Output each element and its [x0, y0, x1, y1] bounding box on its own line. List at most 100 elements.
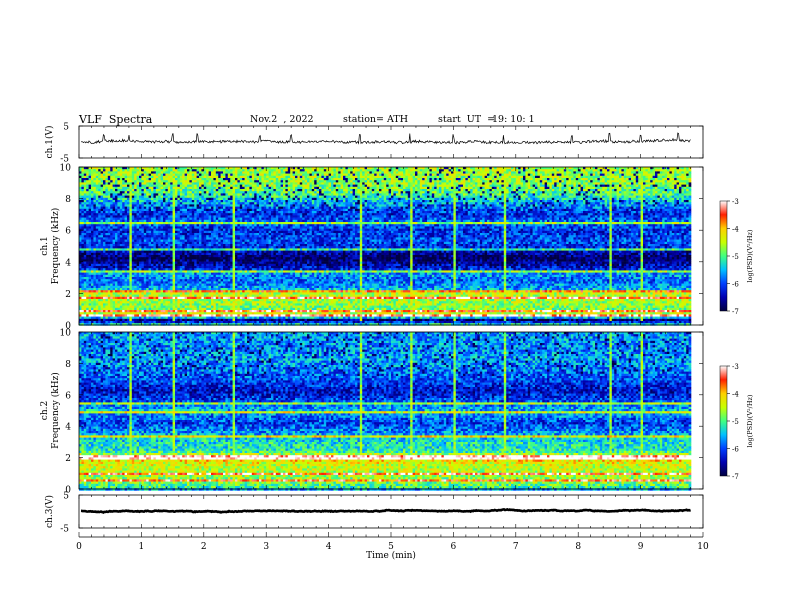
- psd-cell: [652, 167, 656, 170]
- psd-cell: [139, 206, 142, 210]
- psd-cell: [638, 189, 641, 192]
- psd-cell: [79, 204, 82, 207]
- psd-cell: [400, 200, 404, 203]
- psd-cell: [544, 206, 548, 210]
- psd-cell: [266, 178, 269, 181]
- psd-cell: [422, 180, 425, 183]
- psd-cell: [429, 184, 433, 188]
- psd-cell: [129, 200, 133, 203]
- psd-cell: [153, 197, 157, 201]
- psd-cell: [247, 178, 250, 181]
- psd-cell: [515, 186, 519, 190]
- psd-cell: [439, 197, 442, 201]
- psd-cell: [563, 195, 567, 199]
- psd-cell: [266, 180, 269, 183]
- psd-cell: [388, 182, 392, 185]
- psd-cell: [671, 206, 675, 210]
- psd-cell: [242, 200, 245, 203]
- psd-cell: [453, 171, 457, 174]
- psd-cell: [307, 204, 310, 207]
- psd-cell: [424, 173, 428, 177]
- psd-cell: [580, 206, 584, 210]
- psd-cell: [659, 204, 663, 207]
- psd-cell: [127, 191, 130, 194]
- psd-cell: [551, 169, 555, 172]
- psd-cell: [662, 200, 665, 203]
- psd-cell: [393, 200, 397, 203]
- psd-cell: [309, 178, 313, 181]
- psd-cell: [489, 182, 493, 185]
- psd-cell: [79, 200, 82, 203]
- psd-cell: [595, 195, 598, 199]
- psd-cell: [419, 202, 423, 205]
- psd-cell: [340, 193, 344, 196]
- psd-cell: [244, 184, 248, 188]
- psd-cell: [575, 173, 579, 177]
- psd-cell: [595, 204, 598, 207]
- psd-cell: [367, 195, 370, 199]
- psd-cell: [268, 169, 272, 172]
- psd-cell: [467, 193, 471, 196]
- psd-cell: [98, 167, 101, 170]
- psd-cell: [676, 200, 680, 203]
- psd-cell: [167, 182, 171, 185]
- psd-cell: [331, 182, 334, 185]
- psd-cell: [616, 189, 620, 192]
- psd-cell: [215, 202, 219, 205]
- psd-cell: [251, 193, 255, 196]
- psd-cell: [131, 169, 135, 172]
- psd-cell: [496, 206, 500, 210]
- psd-cell: [187, 200, 190, 203]
- psd-cell: [590, 173, 593, 177]
- psd-cell: [295, 191, 298, 194]
- psd-cell: [669, 173, 673, 177]
- psd-cell: [525, 200, 529, 203]
- psd-cell: [626, 173, 629, 177]
- psd-cell: [338, 175, 341, 179]
- psd-cell: [151, 167, 154, 170]
- psd-cell: [153, 200, 157, 203]
- psd-cell: [249, 200, 253, 203]
- psd-cell: [525, 204, 529, 207]
- psd-cell: [460, 184, 464, 188]
- psd-cell: [244, 173, 248, 177]
- psd-cell: [381, 195, 385, 199]
- psd-cell: [338, 197, 341, 201]
- psd-cell: [590, 167, 593, 170]
- psd-cell: [496, 169, 500, 172]
- psd-cell: [235, 197, 238, 201]
- psd-cell: [371, 167, 375, 170]
- psd-cell: [628, 200, 632, 203]
- psd-cell: [105, 171, 109, 174]
- psd-cell: [287, 204, 291, 207]
- psd-cell: [643, 206, 646, 210]
- psd-cell: [431, 197, 435, 201]
- psd-cell: [323, 175, 327, 179]
- psd-cell: [494, 178, 497, 181]
- psd-cell: [376, 169, 380, 172]
- psd-cell: [146, 173, 149, 177]
- psd-cell: [499, 204, 502, 207]
- psd-cell: [491, 195, 495, 199]
- psd-cell: [235, 182, 238, 185]
- psd-cell: [398, 206, 401, 210]
- psd-cell: [424, 191, 428, 194]
- psd-cell: [148, 200, 152, 203]
- psd-cell: [688, 178, 692, 181]
- psd-cell: [595, 202, 598, 205]
- psd-cell: [671, 182, 675, 185]
- psd-cell: [93, 171, 97, 174]
- psd-cell: [643, 182, 646, 185]
- psd-cell: [331, 193, 334, 196]
- psd-cell: [340, 178, 344, 181]
- psd-cell: [254, 173, 257, 177]
- psd-cell: [98, 180, 101, 183]
- psd-cell: [537, 169, 541, 172]
- psd-cell: [319, 178, 322, 181]
- psd-cell: [544, 193, 548, 196]
- psd-cell: [295, 167, 298, 170]
- psd-cell: [501, 169, 505, 172]
- psd-cell: [167, 195, 171, 199]
- psd-cell: [664, 197, 668, 201]
- psd-cell: [633, 204, 637, 207]
